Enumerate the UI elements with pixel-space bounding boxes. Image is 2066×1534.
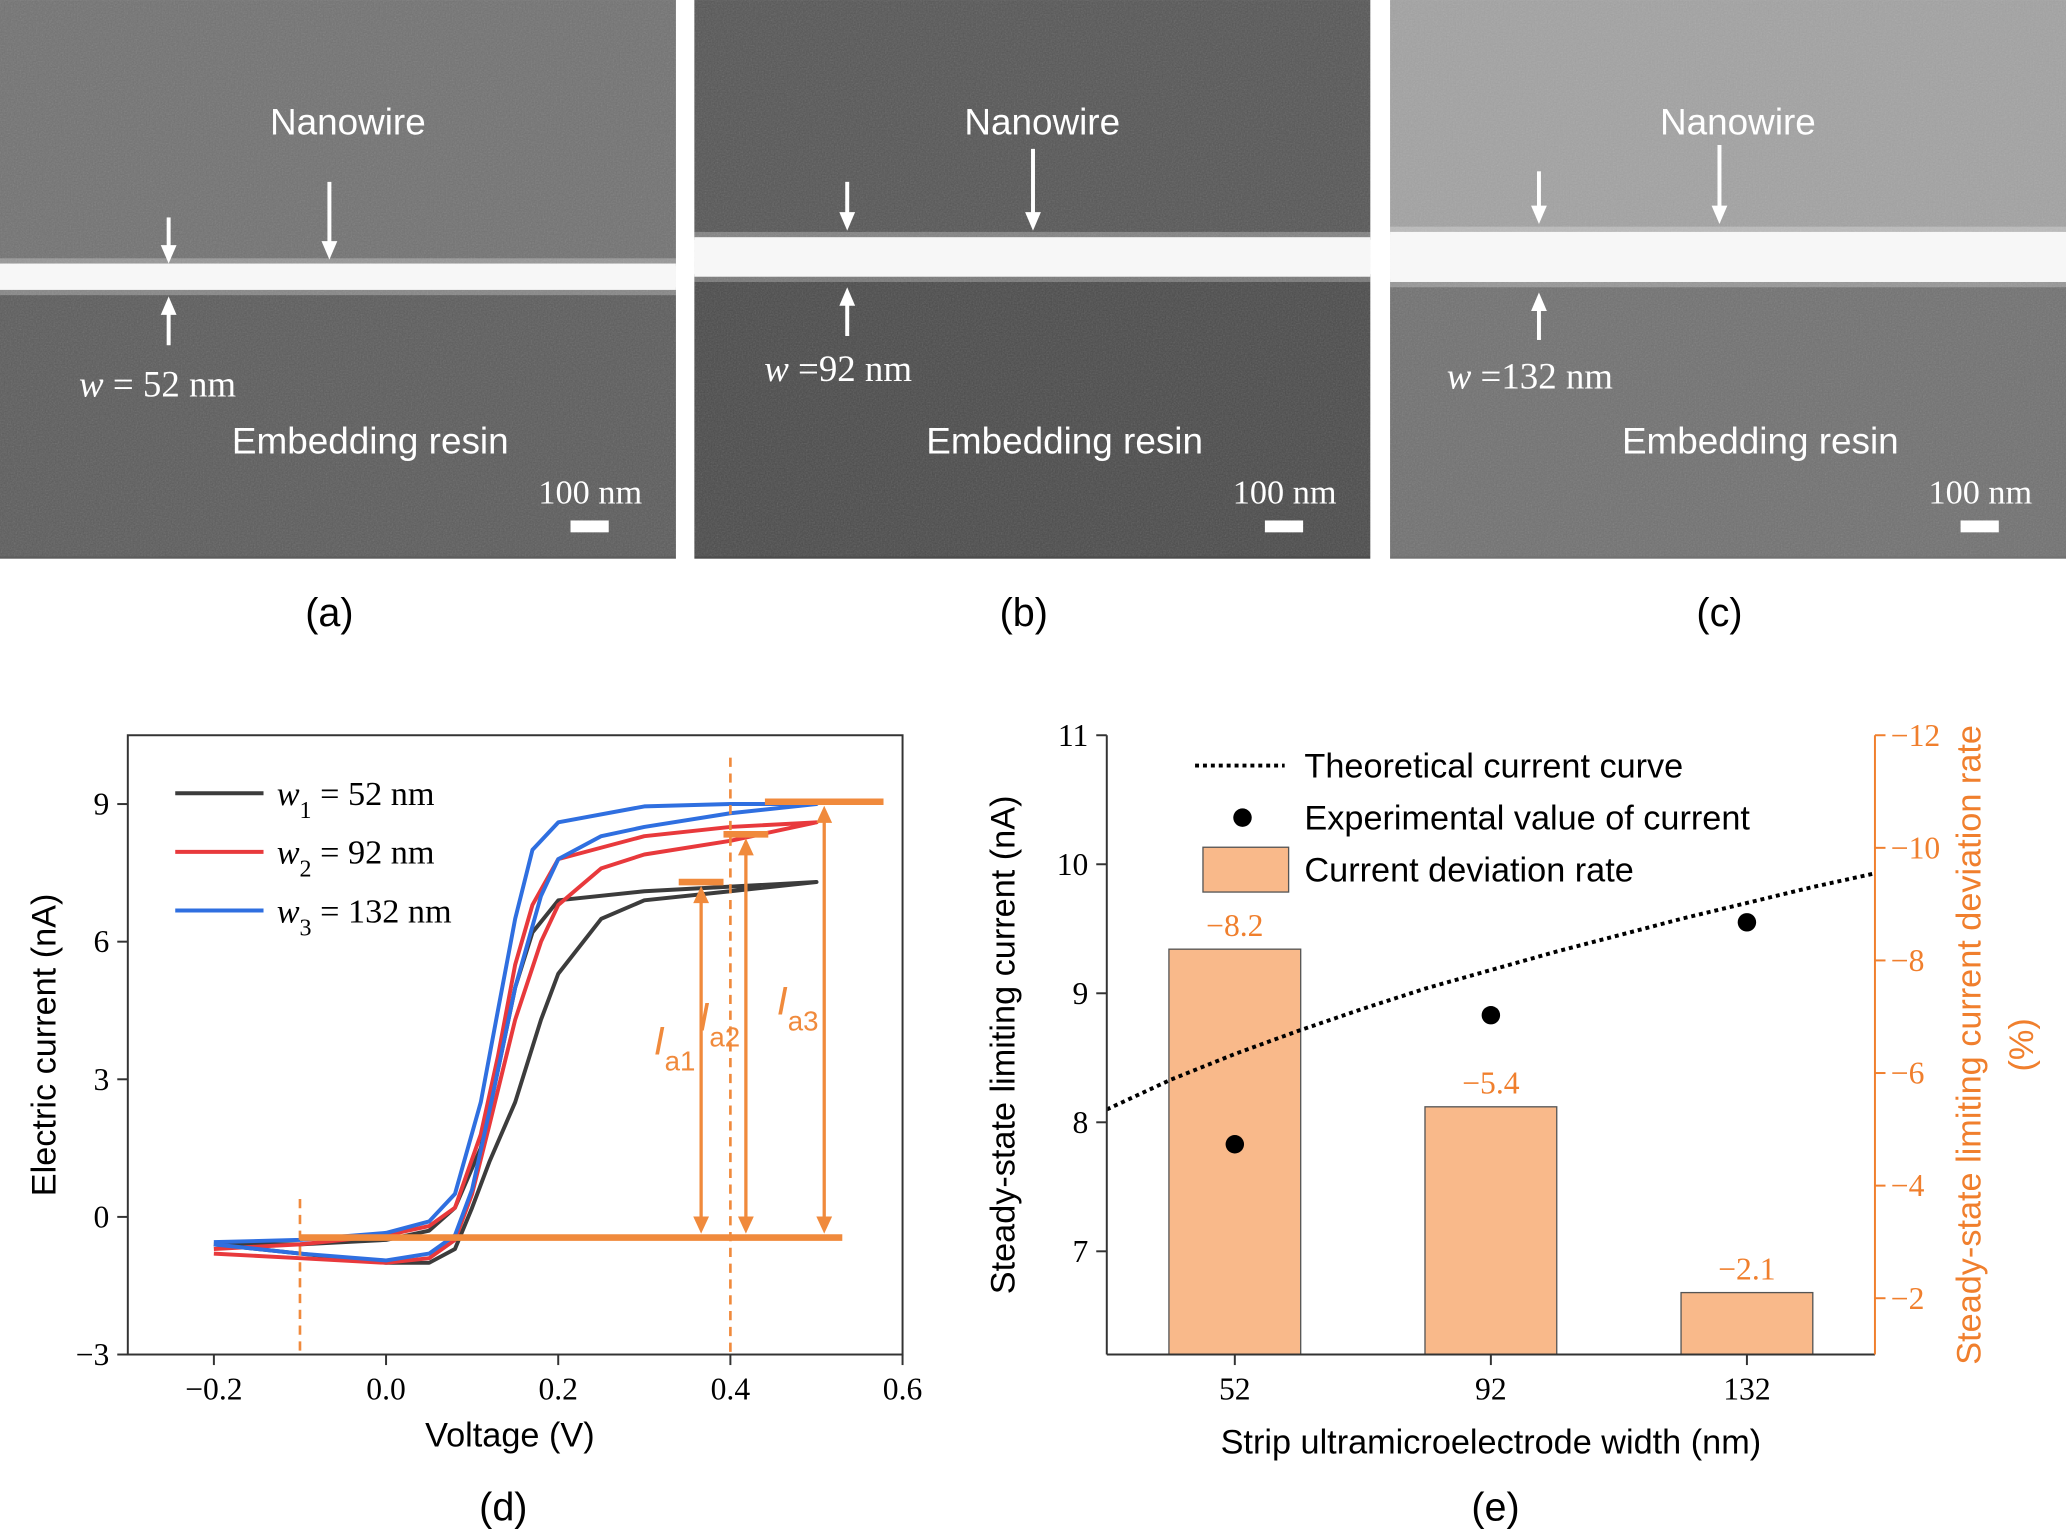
scale-bar-label: 100 nm [1233,473,1337,511]
limit-arrow-head [693,1216,710,1234]
limit-label: Ia3 [777,979,819,1036]
scale-bar [1264,520,1304,533]
legend-label: w2 = 92 nm [277,834,435,883]
nanowire-glow [694,231,1371,282]
data-point [1737,913,1757,932]
y2-tick-label: −4 [1891,1168,1925,1203]
sem-noise [694,0,1371,557]
legend-swatch [1233,808,1252,827]
x-tick-label: 0.0 [366,1371,406,1406]
sem-arrow-head [1711,205,1728,225]
theory-curve [1105,871,1876,1112]
legend-swatch [1202,846,1290,893]
y-tick-label: 6 [94,924,110,959]
sem-arrow-head [160,296,177,315]
bar [1424,1106,1558,1356]
panel-label: (c) [1696,591,1742,635]
legend-label: w3 = 132 nm [277,892,452,941]
y2-tick-label: −12 [1891,718,1940,753]
x-axis-label: Strip ultramicroelectrode width (nm) [1221,1423,1762,1461]
x-tick-label: −0.2 [185,1371,242,1406]
limit-arrow-head [816,805,833,823]
y2-tick-label: −10 [1891,830,1940,865]
nanowire [1390,231,2066,282]
series-line [213,802,819,1263]
sem-label: Nanowire [1660,101,1816,142]
x-tick-label: 132 [1723,1371,1770,1406]
y2-tick-label: −6 [1891,1056,1925,1091]
x-axis-label: Voltage (V) [425,1417,594,1455]
data-point [1225,1135,1245,1154]
plot-frame [126,734,904,1356]
limit-arrow-head [693,885,710,904]
y2-tick-label: −2 [1891,1281,1925,1316]
scale-bar [570,520,609,533]
nanowire [0,263,676,290]
limit-label: Ia1 [654,1020,696,1077]
y-tick-label: 0 [94,1199,110,1234]
nanowire-glow [1390,226,2066,288]
panel-label: (a) [305,591,353,635]
limit-arrow-head [737,1216,754,1234]
limit-arrow-head [737,838,754,856]
x-tick-label: 92 [1475,1371,1507,1406]
y-axis-label: Steady-state limiting current (nA) [985,796,1023,1295]
sem-arrow-head [160,245,177,264]
legend-label: Current deviation rate [1304,851,1633,889]
legend-label: w1 = 52 nm [277,775,435,824]
y-tick-label: −3 [76,1337,110,1372]
width-label: w =92 nm [764,348,912,389]
y-tick-label: 10 [1057,847,1089,882]
sem-label: Embedding resin [1622,420,1899,461]
legend-label: Theoretical current curve [1304,747,1683,785]
y-tick-label: 9 [94,787,110,822]
scale-bar-label: 100 nm [1928,473,2032,511]
value-label: −2.1 [1718,1251,1775,1286]
sem-label: Nanowire [270,101,426,142]
nanowire [694,237,1371,277]
x-tick-label: 52 [1219,1371,1251,1406]
sem-arrow-head [321,241,338,260]
width-label: w =132 nm [1447,356,1614,397]
value-label: −8.2 [1206,908,1263,943]
sem-arrow-head [1531,205,1547,225]
sem-label: Nanowire [964,101,1120,142]
legend-label: Experimental value of current [1304,799,1750,837]
width-label: w = 52 nm [79,364,236,405]
data-point [1481,1005,1501,1025]
y-tick-label: 7 [1073,1234,1089,1269]
limit-arrow-head [816,1216,833,1234]
panel-label: (b) [1000,591,1048,635]
sem-label: Embedding resin [926,420,1203,461]
scale-bar [1960,520,1999,533]
sem-arrow-head [1531,292,1547,311]
y2-axis-label: (%) [2003,1018,2041,1071]
x-tick-label: 0.4 [711,1371,751,1406]
value-label: −5.4 [1462,1066,1520,1101]
limit-label: Ia2 [698,996,740,1053]
panel-label: (e) [1471,1486,1519,1530]
x-tick-label: 0.6 [883,1371,923,1406]
sem-arrow-head [839,287,856,306]
x-tick-label: 0.2 [538,1371,578,1406]
y-tick-label: 8 [1073,1105,1089,1140]
sem-arrow-head [839,212,856,231]
y-tick-label: 11 [1058,718,1088,753]
y-axis-label: Electric current (nA) [25,894,63,1197]
y-tick-label: 9 [1073,976,1089,1011]
sem-label: Embedding resin [232,420,509,461]
nanowire-glow [0,258,676,296]
scale-bar-label: 100 nm [538,473,642,511]
panel-label: (d) [479,1486,527,1530]
y2-axis-label: Steady-state limiting current deviation … [1950,725,1988,1365]
bar [1680,1291,1814,1356]
sem-arrow-head [1025,212,1041,231]
y-tick-label: 3 [94,1062,110,1097]
y2-tick-label: −8 [1891,943,1925,978]
